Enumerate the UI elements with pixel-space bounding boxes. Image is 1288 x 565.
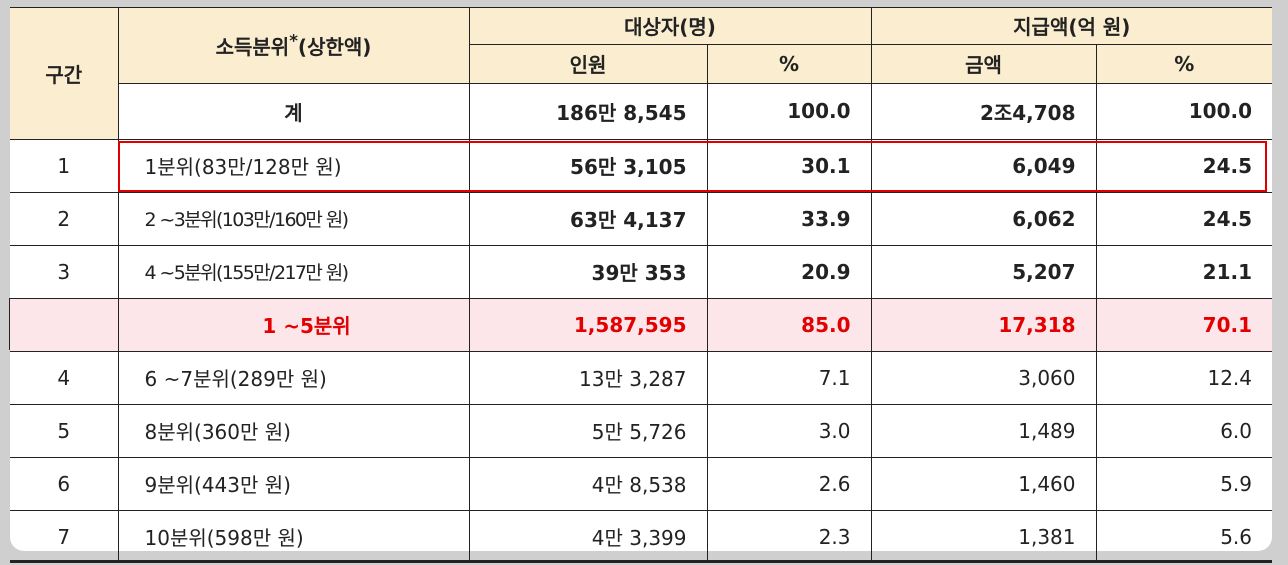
quantile-cell: 6 ~7분위(289만 원) xyxy=(118,350,470,404)
pct2-cell: 5.9 xyxy=(1096,456,1273,510)
band-cell xyxy=(10,297,119,351)
subtotal-row: 1 ~5분위 1,587,595 85.0 17,318 70.1 xyxy=(10,297,1273,351)
people-cell: 13만 3,287 xyxy=(469,350,708,404)
total-pct1: 100.0 xyxy=(707,82,872,139)
pct2-cell: 24.5 xyxy=(1096,138,1273,192)
total-people: 186만 8,545 xyxy=(469,82,708,139)
pct1-cell: 20.9 xyxy=(707,244,872,298)
income-quantile-table: 구간 소득분위*(상한액) 대상자(명) 지급액(억 원) 인원 % 금액 % … xyxy=(10,8,1273,563)
table-row: 6 9분위(443만 원) 4만 8,538 2.6 1,460 5.9 xyxy=(10,456,1273,510)
band-cell: 1 xyxy=(10,138,119,192)
table-row: 4 6 ~7분위(289만 원) 13만 3,287 7.1 3,060 12.… xyxy=(10,350,1273,404)
table-row: 2 2 ~3분위(103만/160만 원) 63만 4,137 33.9 6,0… xyxy=(10,191,1273,245)
amount-cell: 1,489 xyxy=(871,403,1097,457)
recipients-header: 대상자(명) xyxy=(469,8,872,44)
band-header: 구간 xyxy=(10,8,119,139)
table-row: 7 10분위(598만 원) 4만 3,399 2.3 1,381 5.6 xyxy=(10,509,1273,563)
total-row: 계 186만 8,545 100.0 2조4,708 100.0 xyxy=(10,82,1273,139)
bottom-rule xyxy=(10,560,1272,563)
pct1-cell: 3.0 xyxy=(707,403,872,457)
subtotal-pct1: 85.0 xyxy=(707,297,872,351)
table-row: 5 8분위(360만 원) 5만 5,726 3.0 1,489 6.0 xyxy=(10,403,1273,457)
amount-cell: 6,049 xyxy=(871,138,1097,192)
subtotal-amount: 17,318 xyxy=(871,297,1097,351)
people-header: 인원 xyxy=(469,43,708,83)
quantile-header-star: * xyxy=(289,31,298,51)
quantile-cell: 10분위(598만 원) xyxy=(118,509,470,563)
band-cell: 7 xyxy=(10,509,119,563)
subtotal-label: 1 ~5분위 xyxy=(118,297,470,351)
amount-cell: 1,381 xyxy=(871,509,1097,563)
people-cell: 4만 3,399 xyxy=(469,509,708,563)
pct1-header: % xyxy=(707,43,872,83)
subtotal-left-edge xyxy=(9,298,10,350)
band-cell: 4 xyxy=(10,350,119,404)
pct1-cell: 2.6 xyxy=(707,456,872,510)
pct1-cell: 7.1 xyxy=(707,350,872,404)
people-cell: 5만 5,726 xyxy=(469,403,708,457)
pct2-cell: 21.1 xyxy=(1096,244,1273,298)
quantile-cell: 1분위(83만/128만 원) xyxy=(118,138,470,192)
quantile-header-suffix: (상한액) xyxy=(297,34,372,59)
subtotal-pct2: 70.1 xyxy=(1096,297,1273,351)
quantile-cell: 8분위(360만 원) xyxy=(118,403,470,457)
pct2-cell: 24.5 xyxy=(1096,191,1273,245)
pct2-cell: 6.0 xyxy=(1096,403,1273,457)
people-cell: 4만 8,538 xyxy=(469,456,708,510)
pct1-cell: 33.9 xyxy=(707,191,872,245)
table-row: 3 4 ~5분위(155만/217만 원) 39만 353 20.9 5,207… xyxy=(10,244,1273,298)
amount-cell: 6,062 xyxy=(871,191,1097,245)
quantile-header-text: 소득분위 xyxy=(215,34,290,59)
quantile-cell: 4 ~5분위(155만/217만 원) xyxy=(118,244,470,298)
people-cell: 56만 3,105 xyxy=(469,138,708,192)
band-cell: 5 xyxy=(10,403,119,457)
quantile-cell: 9분위(443만 원) xyxy=(118,456,470,510)
pct1-cell: 2.3 xyxy=(707,509,872,563)
band-cell: 3 xyxy=(10,244,119,298)
people-cell: 63만 4,137 xyxy=(469,191,708,245)
pct1-cell: 30.1 xyxy=(707,138,872,192)
band-cell: 2 xyxy=(10,191,119,245)
table-row: 1 1분위(83만/128만 원) 56만 3,105 30.1 6,049 2… xyxy=(10,138,1273,192)
people-cell: 39만 353 xyxy=(469,244,708,298)
total-amount: 2조4,708 xyxy=(871,82,1097,139)
total-label: 계 xyxy=(118,82,470,139)
amount-cell: 3,060 xyxy=(871,350,1097,404)
money-header: 금액 xyxy=(871,43,1097,83)
amount-cell: 1,460 xyxy=(871,456,1097,510)
pct2-cell: 12.4 xyxy=(1096,350,1273,404)
pct2-cell: 5.6 xyxy=(1096,509,1273,563)
quantile-header: 소득분위*(상한액) xyxy=(118,8,470,83)
total-pct2: 100.0 xyxy=(1096,82,1273,139)
pct2-header: % xyxy=(1096,43,1273,83)
amount-cell: 5,207 xyxy=(871,244,1097,298)
amount-header: 지급액(억 원) xyxy=(1013,15,1131,40)
quantile-cell: 2 ~3분위(103만/160만 원) xyxy=(118,191,470,245)
subtotal-people: 1,587,595 xyxy=(469,297,708,351)
band-cell: 6 xyxy=(10,456,119,510)
